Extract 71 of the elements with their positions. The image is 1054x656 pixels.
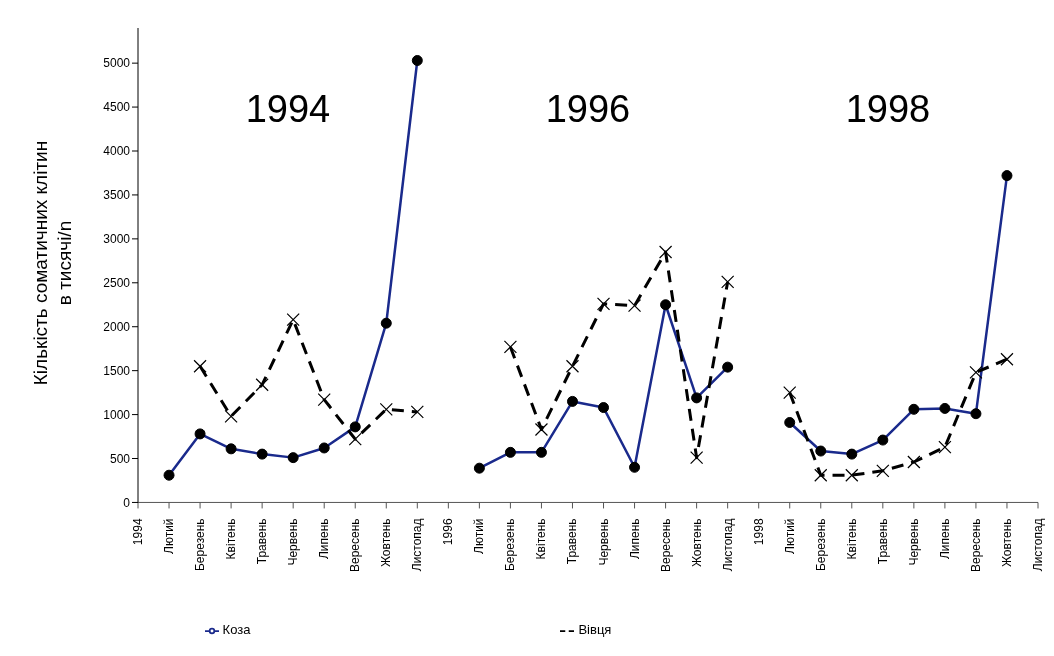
x-tick-label: Листопад xyxy=(1031,518,1045,572)
annotation: 1996 xyxy=(544,88,632,131)
point xyxy=(534,422,549,437)
y-tick-label: 1000 xyxy=(103,407,131,422)
legend-label: Вівця xyxy=(578,622,612,638)
y-tick-label: 1500 xyxy=(103,363,131,378)
point xyxy=(845,468,859,482)
point xyxy=(907,455,921,469)
x-tick-label: Вересень xyxy=(658,518,673,573)
point xyxy=(783,386,797,400)
x-tick-label: Червень xyxy=(596,518,611,566)
x-tick-label: Березень xyxy=(193,518,208,571)
x-tick-label: 1998 xyxy=(751,518,766,546)
x-tick-label: 1996 xyxy=(441,518,456,546)
x-tick-label: Червень xyxy=(286,518,301,566)
y-tick-label: 0 xyxy=(123,495,131,510)
point xyxy=(255,378,269,392)
x-tick-label: Листопад xyxy=(720,518,735,572)
y-tick-label: 3500 xyxy=(103,188,131,203)
point xyxy=(690,451,704,465)
x-tick-label: Жовтень xyxy=(689,518,704,568)
x-tick-label: Лютий xyxy=(162,518,177,554)
point xyxy=(224,409,238,423)
legend-label: Коза xyxy=(222,622,251,638)
x-tick-label: Лютий xyxy=(782,518,797,554)
annotation: 1998 xyxy=(844,88,932,131)
x-tick-label: Жовтень xyxy=(379,518,394,568)
point xyxy=(379,402,393,416)
x-tick-label: Травень xyxy=(255,518,270,565)
x-tick-label: Травень xyxy=(565,518,580,565)
point xyxy=(193,359,207,373)
x-tick-label: Липень xyxy=(937,518,952,560)
point xyxy=(596,297,611,311)
x-tick-label: Квітень xyxy=(844,518,859,560)
x-tick-label: Квітень xyxy=(224,518,239,560)
point xyxy=(814,468,828,482)
point xyxy=(503,340,518,354)
point xyxy=(1000,352,1014,366)
y-tick-label: 4000 xyxy=(103,144,131,159)
y-tick-label: 5000 xyxy=(103,56,131,71)
point xyxy=(658,245,673,259)
x-tick-label: Вересень xyxy=(968,518,983,573)
x-tick-label: Березень xyxy=(503,518,518,571)
point xyxy=(969,365,983,380)
x-tick-label: Липень xyxy=(627,518,642,560)
point xyxy=(410,405,424,419)
x-tick-label: Жовтень xyxy=(999,518,1014,568)
y-tick-label: 3000 xyxy=(103,232,131,247)
point xyxy=(876,464,890,478)
x-tick-label: Квітень xyxy=(534,518,549,560)
point xyxy=(348,432,362,446)
y-tick-label: 2000 xyxy=(103,319,131,334)
y-axis-title: Кількість соматичних клітин в тисячі/n xyxy=(29,140,76,386)
x-tick-label: Липень xyxy=(317,518,332,560)
x-tick-label: Березень xyxy=(813,518,828,571)
x-tick-label: Вересень xyxy=(348,518,363,573)
y-tick-label: 2500 xyxy=(103,276,131,291)
x-tick-label: Листопад xyxy=(410,518,425,572)
point xyxy=(627,299,642,313)
x-tick-label: Травень xyxy=(875,518,890,565)
x-tick-label: Лютий xyxy=(472,518,487,554)
x-tick-label: Червень xyxy=(906,518,921,566)
point xyxy=(565,359,580,373)
point xyxy=(938,440,952,454)
point xyxy=(286,313,300,327)
y-tick-label: 4500 xyxy=(103,100,131,115)
annotation: 1994 xyxy=(244,88,332,131)
x-tick-label: 1994 xyxy=(131,518,145,546)
point xyxy=(721,275,735,289)
point xyxy=(317,393,331,407)
y-tick-label: 500 xyxy=(109,451,131,466)
